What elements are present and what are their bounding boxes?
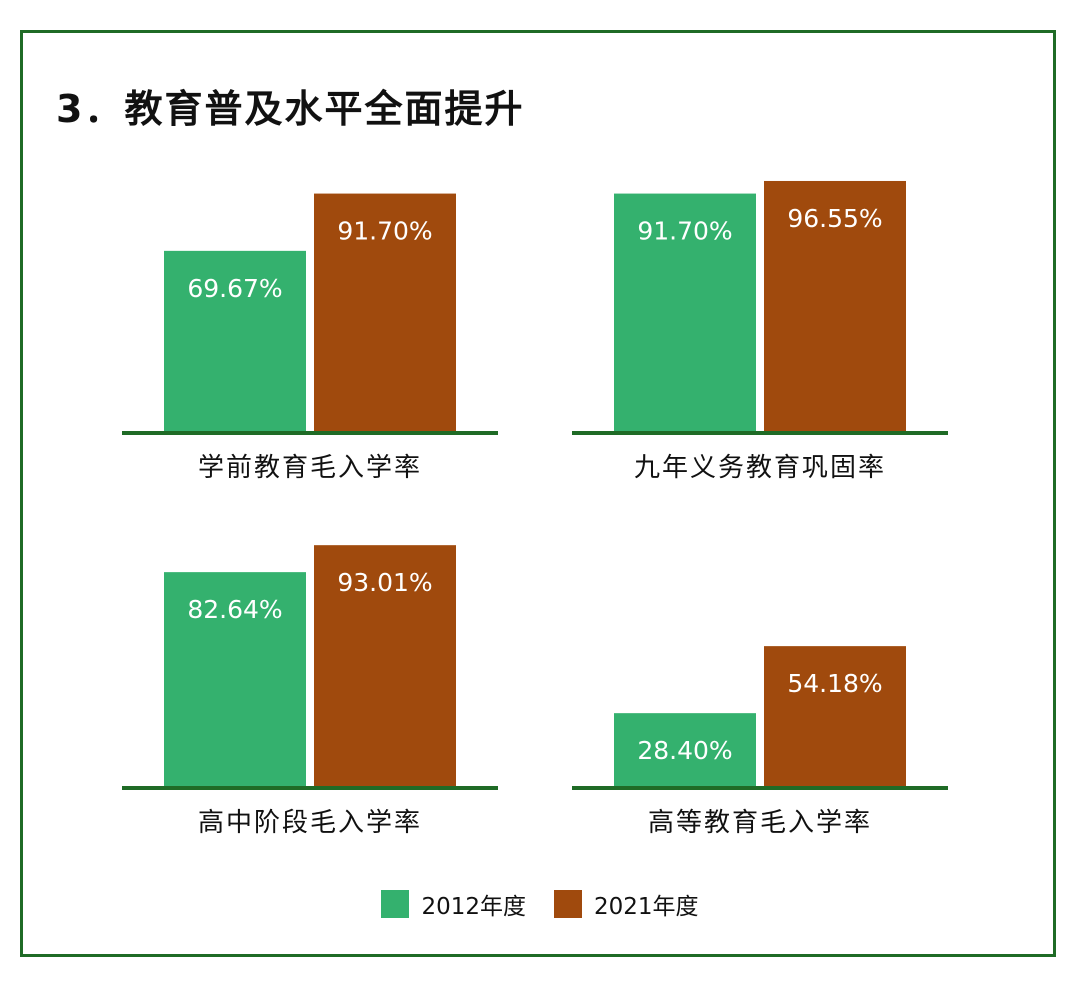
data-label-2012: 82.64% xyxy=(187,595,282,624)
data-label-2012: 91.70% xyxy=(637,217,732,246)
baseline xyxy=(122,431,498,435)
chart-panel-2: 91.70% 96.55% 九年义务教育巩固率 xyxy=(572,180,948,483)
legend-label-2021: 2021年度 xyxy=(594,894,699,920)
legend-item-2012: 2012年度 xyxy=(381,887,526,921)
bar-2012 xyxy=(164,572,306,787)
bar-2021 xyxy=(314,193,456,432)
legend-item-2021: 2021年度 xyxy=(554,887,699,921)
bar-2021 xyxy=(314,545,456,787)
chart-panel-3: 82.64% 93.01% 高中阶段毛入学率 xyxy=(122,545,498,838)
chart-frame xyxy=(20,30,1056,957)
data-label-2012: 69.67% xyxy=(187,274,282,303)
chart-panel-1: 69.67% 91.70% 学前教育毛入学率 xyxy=(122,193,498,483)
page-title: 3．教育普及水平全面提升 xyxy=(56,87,525,131)
baseline xyxy=(122,786,498,790)
legend: 2012年度 2021年度 xyxy=(0,887,1080,921)
legend-swatch-2021 xyxy=(554,890,582,918)
category-label: 高等教育毛入学率 xyxy=(648,808,872,838)
category-label: 学前教育毛入学率 xyxy=(198,453,422,483)
bar-2021 xyxy=(764,646,906,787)
legend-swatch-2012 xyxy=(381,890,410,918)
chart-panel-4: 28.40% 54.18% 高等教育毛入学率 xyxy=(572,646,948,838)
bar-2021 xyxy=(764,180,906,432)
legend-label-2012: 2012年度 xyxy=(421,894,526,920)
data-label-2021: 91.70% xyxy=(337,217,432,246)
data-label-2021: 93.01% xyxy=(337,568,432,597)
data-label-2021: 96.55% xyxy=(787,204,882,233)
baseline xyxy=(572,431,948,435)
bar-2012 xyxy=(614,193,756,432)
category-label: 九年义务教育巩固率 xyxy=(634,453,886,483)
data-label-2021: 54.18% xyxy=(787,669,882,698)
category-label: 高中阶段毛入学率 xyxy=(198,808,422,838)
data-label-2012: 28.40% xyxy=(637,736,732,765)
baseline xyxy=(572,786,948,790)
bar-2012 xyxy=(164,250,306,432)
bar-2012 xyxy=(614,713,756,787)
